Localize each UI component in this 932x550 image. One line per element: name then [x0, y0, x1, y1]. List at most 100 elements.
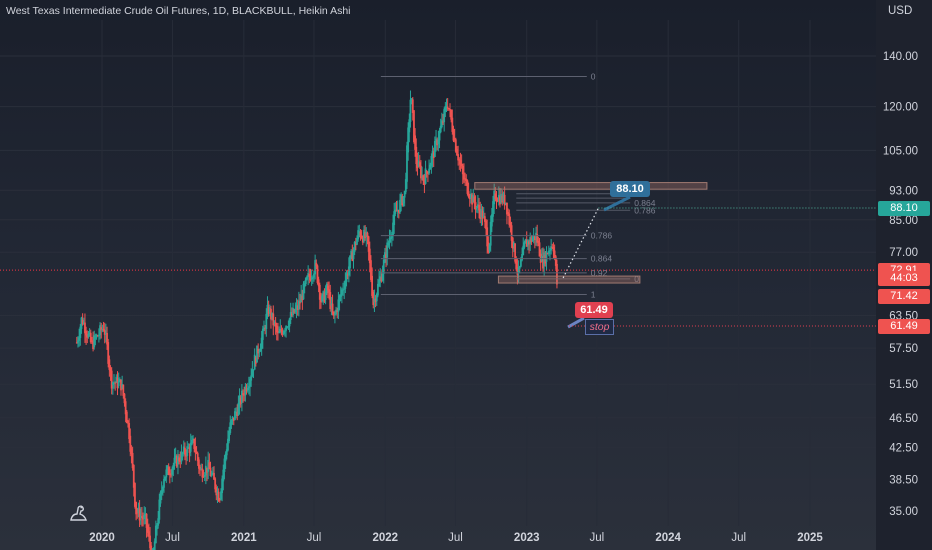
candle-body — [450, 109, 453, 120]
candle-body — [243, 394, 246, 396]
candle-body — [274, 322, 277, 327]
candle-body — [193, 438, 196, 449]
candle-body — [231, 416, 234, 421]
candle-body — [492, 201, 494, 217]
candle-body — [383, 252, 386, 263]
candle-body — [170, 474, 172, 476]
candle-body — [436, 139, 439, 146]
candle-body — [263, 327, 265, 331]
candle-body — [544, 255, 547, 264]
candle-body — [144, 513, 147, 516]
candle-body — [508, 213, 511, 225]
tradingview-dino-icon[interactable] — [68, 503, 90, 523]
candle-body — [209, 467, 212, 476]
candle-body — [392, 222, 394, 236]
candle-body — [333, 313, 336, 315]
candle-body — [224, 453, 227, 462]
candle-body — [331, 303, 334, 314]
candle-body — [502, 193, 505, 202]
candle-body — [213, 473, 215, 480]
candle-body — [389, 237, 392, 240]
candle-body — [471, 194, 473, 205]
candle-body — [483, 216, 486, 222]
candle-body — [517, 267, 520, 274]
candle-body — [127, 420, 129, 424]
candle-body — [404, 179, 407, 193]
candle-body — [371, 275, 374, 296]
candle-body — [172, 465, 175, 470]
resistance-zone — [474, 182, 708, 190]
candle-body — [490, 214, 493, 227]
candle-body — [349, 255, 351, 269]
stop-label[interactable]: stop — [585, 319, 614, 336]
candle-body — [307, 273, 310, 278]
candle-body — [225, 449, 228, 456]
candle-body — [280, 329, 283, 332]
candle-body — [524, 239, 527, 244]
candle-body — [142, 517, 144, 520]
candle-body — [510, 225, 513, 241]
time-tick-label: 2025 — [797, 532, 823, 544]
candle-body — [178, 457, 181, 462]
candle-body — [456, 149, 458, 156]
candle-body — [422, 175, 425, 181]
candle-body — [275, 325, 278, 333]
time-axis[interactable]: 2020 Jul 2021 Jul 2022 Jul 2023 Jul 2024 Jul 2025 — [89, 532, 823, 544]
candle-body — [408, 119, 411, 133]
candle-body — [551, 247, 554, 249]
currency-label[interactable]: USD — [888, 5, 913, 17]
candle-body — [407, 127, 410, 153]
stop-callout[interactable]: 61.49 — [575, 302, 613, 319]
candle-body — [403, 190, 406, 198]
candle-body — [89, 332, 92, 343]
candle-body — [173, 457, 176, 466]
candle-body — [215, 487, 218, 496]
candle-body — [438, 130, 441, 141]
fib-level-label: 1 — [591, 289, 596, 299]
candle-body — [532, 234, 535, 239]
candle-body — [157, 518, 160, 526]
candle-body — [487, 242, 490, 253]
candle-body — [433, 141, 436, 157]
candle-body — [332, 311, 335, 316]
candle-body — [382, 259, 385, 274]
candle-body — [449, 109, 451, 111]
candle-body — [266, 304, 269, 317]
candle-body — [145, 513, 148, 528]
candle-body — [217, 491, 220, 502]
candle-body — [143, 515, 146, 520]
candle-body — [324, 291, 327, 300]
chart-title: West Texas Intermediate Crude Oil Future… — [6, 5, 351, 17]
candle-body — [177, 455, 179, 465]
candle-body — [321, 295, 324, 302]
candle-body — [204, 465, 207, 476]
candle-body — [185, 453, 187, 457]
candle-body — [134, 483, 136, 507]
target-callout[interactable]: 88.10 — [610, 181, 650, 198]
candle-body — [425, 171, 428, 173]
price-tick-label: 120.00 — [883, 102, 918, 114]
candle-body — [358, 231, 361, 233]
candle-body — [232, 417, 235, 421]
candle-body — [475, 206, 478, 209]
candle-body — [163, 478, 165, 488]
candle-body — [327, 285, 329, 291]
candle-body — [223, 458, 226, 472]
candle-body — [344, 280, 347, 289]
candle-body — [203, 475, 206, 477]
candle-body — [447, 108, 450, 110]
candle-body — [194, 446, 197, 453]
candle-body — [476, 204, 479, 208]
candle-body — [141, 516, 143, 518]
time-tick-label: Jul — [165, 532, 180, 544]
candle-body — [191, 439, 193, 445]
candle-body — [322, 291, 325, 297]
candle-body — [253, 354, 256, 370]
candle-body — [167, 467, 170, 475]
candle-body — [168, 473, 171, 475]
candle-body — [158, 499, 161, 520]
price-axis-tag: 44:03 — [878, 271, 930, 287]
